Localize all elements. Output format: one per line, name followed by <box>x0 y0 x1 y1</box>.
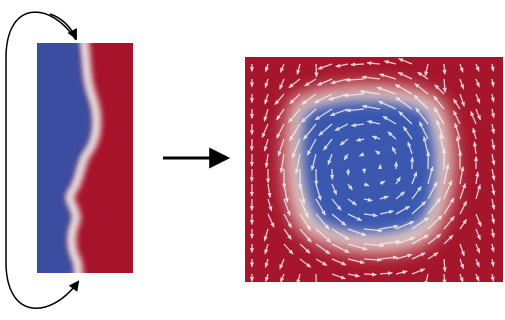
right-field <box>245 57 503 286</box>
vector-arrow <box>444 64 445 74</box>
figure <box>0 0 505 320</box>
vector-arrow <box>364 169 365 173</box>
left-field <box>30 35 133 280</box>
vector-arrow <box>444 274 445 284</box>
vector-arrow <box>364 274 376 275</box>
vector-arrow <box>316 64 317 77</box>
page: (() => { const svg = document.getElement… <box>0 0 505 320</box>
vector-arrow <box>351 64 364 65</box>
